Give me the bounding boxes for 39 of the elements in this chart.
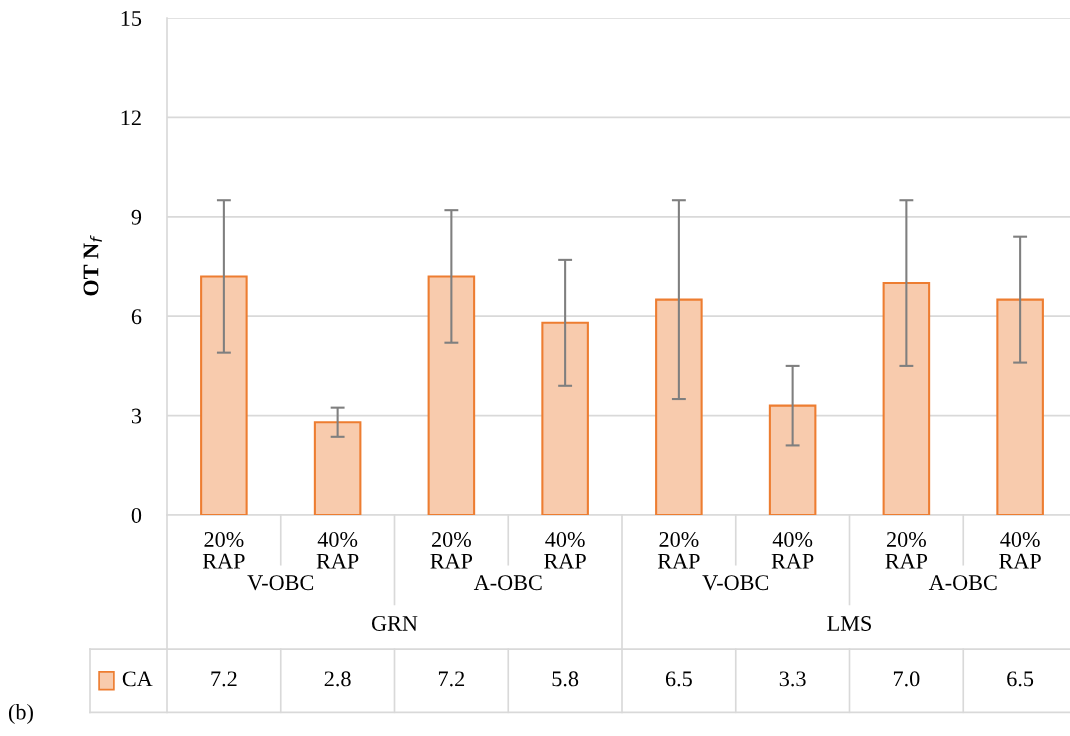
y-tick-label: 12 [121,110,141,126]
text: V-OBC [702,575,769,591]
bar [427,275,476,515]
bar [313,421,362,515]
y-tick-label: 0 [131,507,142,523]
data-label: 7.0 [893,671,920,687]
data-label: 5.8 [552,671,579,687]
bar [200,275,248,515]
y-tick-label: 3 [131,408,142,424]
x-tick-label: 20% RAP [885,531,928,569]
text: GRN [371,615,418,631]
x-tick-label: 20% RAP [657,531,700,569]
text: V-OBC [247,575,314,591]
x-tick-label: 40% RAP [771,531,814,569]
y-tick-label: 9 [131,209,142,225]
text: A-OBC [928,575,997,591]
data-label: 7.2 [211,671,237,687]
x-tick-label: 40% RAP [544,531,586,569]
y-tick-label: 15 [121,11,142,26]
x-tick-label: 20% RAP [202,531,245,569]
bar [768,404,817,515]
text: (b) [8,703,33,725]
y-axis-title: OT N$_{f}$ [83,235,102,296]
legend-label: CA [122,671,153,687]
text: A-OBC [473,575,542,591]
bar [655,298,703,515]
y-tick-label: 6 [131,309,142,325]
bar [541,321,589,515]
data-label: 3.3 [779,671,806,687]
x-tick-label: 40% RAP [999,531,1041,569]
x-tick-label: 20% RAP [430,531,473,569]
bar [996,298,1044,515]
bar [882,282,931,515]
data-label: 2.8 [324,671,351,687]
data-label: 6.5 [665,671,692,687]
x-tick-label: 40% RAP [316,531,359,569]
data-label: 7.2 [438,671,465,687]
data-label: 6.5 [1007,671,1034,687]
text: LMS [827,615,871,631]
